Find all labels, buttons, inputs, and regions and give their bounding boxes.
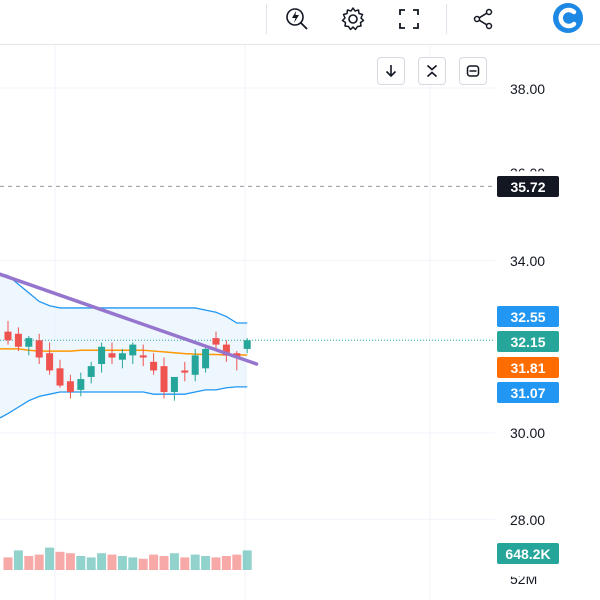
volume-bar bbox=[55, 551, 65, 570]
volume-bar bbox=[3, 557, 13, 570]
volume-bar bbox=[201, 556, 211, 570]
volume-bar bbox=[242, 550, 252, 570]
collapse-button[interactable] bbox=[418, 57, 446, 85]
candle-body bbox=[212, 338, 220, 345]
band-upper-tag: 32.55 bbox=[497, 306, 559, 327]
collapse-icon bbox=[426, 64, 438, 78]
price-axis-label: 38.00 bbox=[510, 81, 546, 97]
fullscreen-icon bbox=[399, 9, 419, 29]
candle-body bbox=[46, 353, 54, 371]
volume-bar bbox=[86, 557, 96, 570]
volume-bar bbox=[180, 557, 190, 570]
candle-body bbox=[129, 344, 137, 356]
restore-icon bbox=[466, 65, 480, 77]
candle-body bbox=[202, 348, 210, 369]
candle-body bbox=[108, 353, 116, 358]
ma-tag: 31.81 bbox=[497, 357, 559, 378]
top-toolbar bbox=[0, 0, 600, 45]
price-chart[interactable] bbox=[0, 45, 600, 600]
price-axis-label: 34.00 bbox=[510, 253, 546, 269]
volume-bar bbox=[159, 556, 169, 570]
volume-bar bbox=[211, 557, 221, 570]
candle-body bbox=[160, 366, 168, 393]
volume-bar bbox=[232, 554, 242, 570]
price-axis-label: 30.00 bbox=[510, 425, 546, 441]
candle-body bbox=[66, 381, 74, 393]
candle-body bbox=[14, 333, 22, 347]
share-button[interactable] bbox=[466, 2, 500, 36]
band-lower-line bbox=[0, 386, 248, 419]
volume-bar bbox=[221, 556, 231, 570]
volume-bar bbox=[76, 556, 86, 570]
scroll-down-button[interactable] bbox=[377, 57, 405, 85]
alert-price-tag[interactable]: 35.72 bbox=[497, 176, 559, 197]
candle-body bbox=[35, 340, 43, 358]
candle-body bbox=[170, 376, 178, 393]
volume-tag: 648.2K bbox=[497, 543, 559, 564]
share-icon bbox=[473, 8, 493, 30]
candle-body bbox=[118, 353, 126, 360]
fullscreen-button[interactable] bbox=[392, 2, 426, 36]
volume-bar bbox=[34, 554, 44, 570]
candle-body bbox=[243, 340, 251, 349]
candle-body bbox=[191, 355, 199, 375]
candle-body bbox=[98, 346, 106, 364]
app-logo[interactable] bbox=[548, 0, 588, 40]
band-lower-tag: 31.07 bbox=[497, 382, 559, 403]
candle-body bbox=[222, 344, 230, 356]
volume-bar bbox=[13, 550, 23, 570]
candle-body bbox=[139, 355, 147, 358]
band-upper-line bbox=[0, 272, 248, 324]
candle-body bbox=[150, 361, 158, 371]
candle-body bbox=[56, 368, 64, 386]
toolbar-separator bbox=[266, 4, 267, 34]
price-axis-label: 28.00 bbox=[510, 512, 546, 528]
toolbar-separator bbox=[446, 4, 447, 34]
volume-bar bbox=[138, 558, 148, 570]
candle-body bbox=[87, 366, 95, 377]
quick-search-icon bbox=[286, 8, 308, 30]
volume-bar bbox=[97, 553, 107, 570]
candle-body bbox=[77, 379, 85, 390]
price-axis-label-partial: 36.00 bbox=[510, 165, 546, 181]
volume-bar bbox=[24, 556, 34, 570]
volume-bar bbox=[190, 554, 200, 570]
candle-body bbox=[181, 370, 189, 373]
gear-icon bbox=[341, 7, 365, 31]
volume-bar bbox=[107, 554, 117, 570]
quick-search-button[interactable] bbox=[280, 2, 314, 36]
volume-bar bbox=[65, 553, 75, 570]
volume-bar bbox=[149, 554, 159, 570]
volume-axis-label-partial: 52M bbox=[510, 571, 538, 587]
trendline bbox=[0, 272, 259, 366]
restore-button[interactable] bbox=[459, 57, 487, 85]
candle-body bbox=[25, 338, 33, 347]
volume-bar bbox=[128, 557, 138, 570]
volume-bar bbox=[45, 547, 55, 570]
chart-area[interactable]: 38.00 36.00 34.00 30.00 28.00 52M 35.72 … bbox=[0, 45, 600, 600]
candle-body bbox=[4, 331, 12, 341]
volume-bar bbox=[169, 553, 179, 570]
arrow-down-icon bbox=[385, 65, 397, 78]
settings-button[interactable] bbox=[336, 2, 370, 36]
last-price-tag: 32.15 bbox=[497, 331, 559, 352]
volume-bar bbox=[117, 556, 127, 570]
app-logo-icon bbox=[553, 3, 583, 33]
